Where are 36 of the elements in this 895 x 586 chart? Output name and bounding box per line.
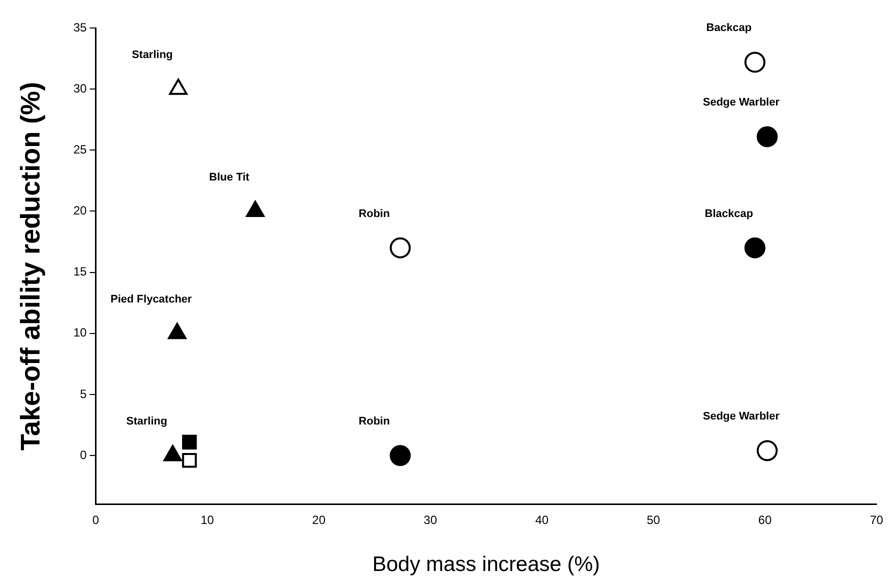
x-tick-label: 40 [535,512,549,527]
annotation: Starling [126,416,168,428]
point [756,440,778,462]
point [390,237,411,258]
point [182,453,197,468]
y-tick-label: 0 [80,448,88,462]
point [744,237,766,258]
y-tick-label: 25 [73,142,88,156]
y-tick-label: 35 [73,20,88,34]
x-tick-label: 70 [870,512,884,527]
annotation: Sedge Warbler [702,410,780,423]
point [182,434,197,450]
annotation: Blue Tit [209,171,250,184]
y-tick-label: 30 [73,81,88,96]
x-tick-label: 30 [424,512,438,527]
x-tick-label: 10 [200,512,214,527]
y-tick-label: 5 [80,386,88,401]
point [756,126,778,148]
annotation: Backcap [706,22,752,34]
point [744,52,766,73]
y-tick-label: 15 [73,264,88,279]
x-tick-label: 0 [92,512,100,527]
y-tick-label: 10 [73,326,88,340]
y-tick-label: 20 [73,204,88,218]
x-tick-label: 20 [312,512,326,527]
annotation: Pied Flycatcher [110,293,193,306]
annotation: Starling [132,49,173,62]
x-tick-label: 50 [646,512,660,527]
y-axis-title: Take-off ability reduction (%) [16,82,46,450]
point [390,445,411,466]
x-tick-label: 60 [758,512,772,527]
annotation: Robin [358,416,390,428]
annotation: Blackcap [704,208,754,220]
annotation: Robin [358,208,390,220]
annotation: Sedge Warbler [702,96,780,109]
x-axis-title: Body mass increase (%) [372,553,600,576]
